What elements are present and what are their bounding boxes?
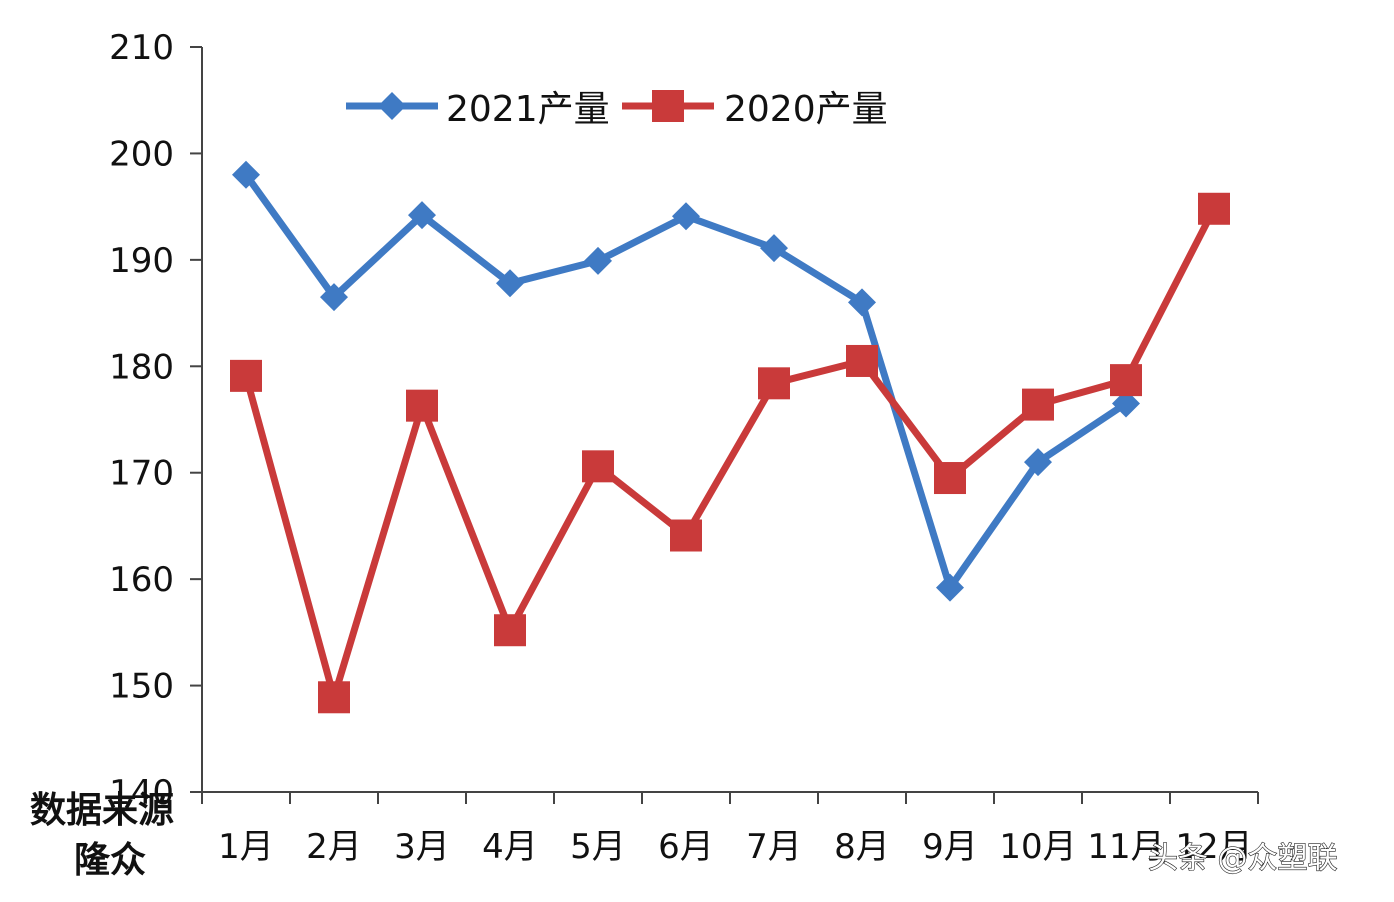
x-tick-label: 10月 — [999, 827, 1076, 867]
series-2020产量 — [230, 192, 1230, 714]
y-tick-label: 140 — [109, 773, 174, 813]
legend-label-2020: 2020产量 — [724, 89, 888, 130]
x-tick-label: 3月 — [394, 827, 450, 867]
data-point — [320, 283, 348, 312]
y-tick-label: 150 — [109, 667, 174, 707]
legend-label-2021: 2021产量 — [446, 89, 610, 130]
watermark: 头条 @众塑联 — [1147, 840, 1338, 876]
data-point — [406, 389, 438, 422]
data-point — [494, 614, 526, 647]
y-tick-label: 180 — [109, 347, 174, 387]
data-point — [760, 234, 788, 263]
y-tick-label: 210 — [109, 28, 174, 68]
data-point — [934, 462, 966, 495]
series-2021产量 — [232, 160, 1140, 602]
x-tick-label: 5月 — [570, 827, 626, 867]
data-point — [1024, 448, 1052, 477]
data-point — [1022, 388, 1054, 421]
x-tick-label: 2月 — [306, 827, 362, 867]
source-note-line1: 数据来源 — [30, 790, 174, 831]
data-point — [584, 246, 612, 275]
data-point — [758, 367, 790, 400]
data-point — [408, 201, 436, 230]
x-tick-label: 12月 — [1175, 827, 1252, 867]
data-point — [672, 202, 700, 231]
legend: 2021产量 2020产量 — [346, 89, 888, 130]
data-point — [232, 160, 260, 189]
series-line — [242, 205, 1218, 701]
x-tick-label: 6月 — [658, 827, 714, 867]
data-point — [1110, 364, 1142, 397]
y-tick-label: 160 — [109, 560, 174, 600]
y-tick-label: 200 — [109, 134, 174, 174]
x-tick-label: 7月 — [746, 827, 802, 867]
series-layer — [230, 160, 1230, 714]
legend-square-2020 — [652, 90, 684, 122]
data-point — [848, 288, 876, 317]
x-tick-label: 8月 — [834, 827, 890, 867]
data-point — [496, 269, 524, 298]
data-point — [936, 573, 964, 602]
data-point — [230, 359, 262, 392]
data-point — [582, 450, 614, 483]
y-axis: 140 150 160 170 180 190 200 210 — [109, 28, 203, 813]
data-point — [1198, 192, 1230, 225]
source-note-line2: 隆众 — [74, 840, 146, 881]
y-tick-label: 190 — [109, 241, 174, 281]
x-tick-label: 11月 — [1087, 827, 1164, 867]
source-note: 数据来源 隆众 — [30, 790, 174, 881]
watermark-text: 头条 @众塑联 — [1148, 841, 1338, 876]
x-axis: 1月 2月 3月 4月 5月 6月 7月 8月 9月 10月 11月 12月 — [201, 791, 1259, 867]
legend-diamond-2021 — [378, 92, 406, 120]
x-tick-label: 1月 — [218, 827, 274, 867]
data-point — [1112, 389, 1140, 418]
x-tick-label: 4月 — [482, 827, 538, 867]
x-tick-label: 9月 — [922, 827, 978, 867]
data-point — [846, 344, 878, 377]
data-point — [318, 681, 350, 714]
y-tick-label: 170 — [109, 454, 174, 494]
data-point — [670, 519, 702, 552]
